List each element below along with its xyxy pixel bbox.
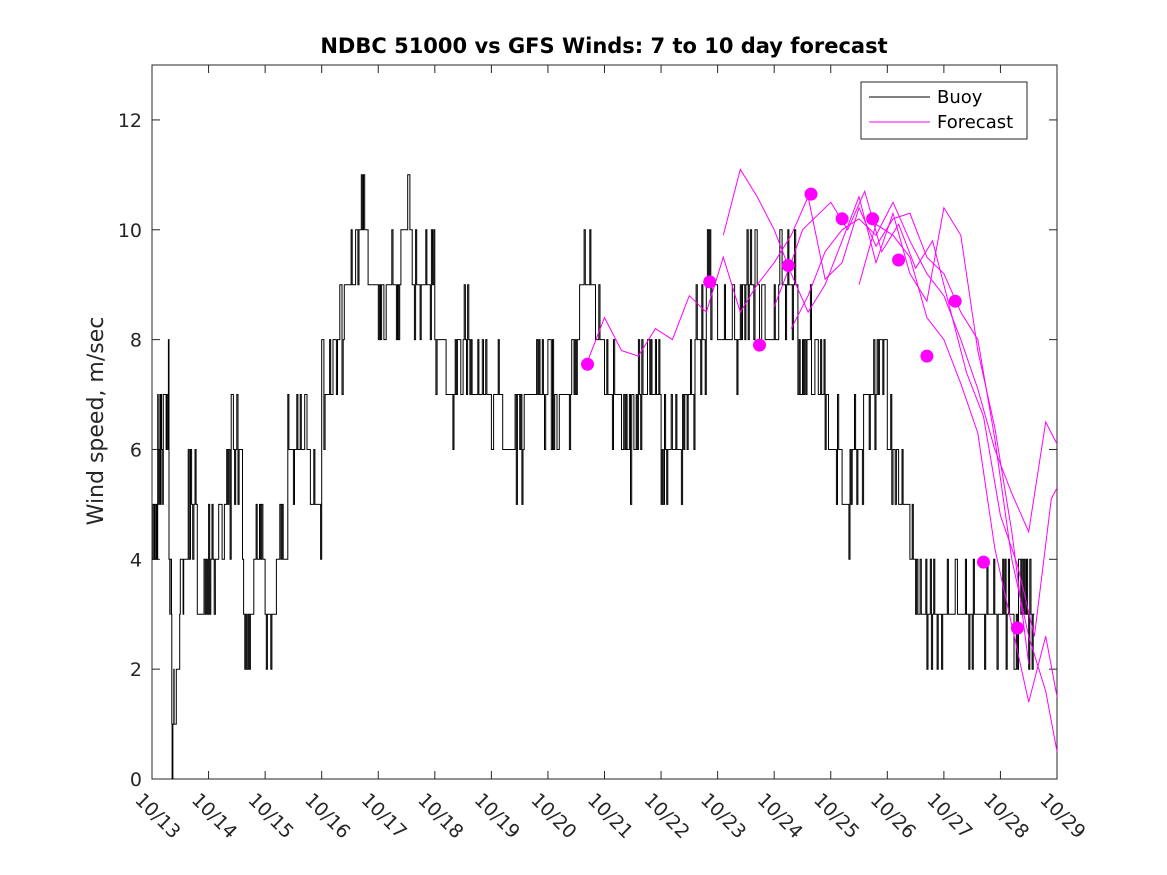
x-tick-label: 10/15	[244, 789, 298, 843]
forecast-marker	[703, 275, 717, 289]
forecast-line-4	[722, 168, 1030, 664]
forecast-line	[587, 195, 1058, 752]
forecast-marker	[920, 349, 934, 363]
legend-buoy-label: Buoy	[937, 87, 983, 108]
forecast-marker	[977, 555, 990, 569]
x-tick-label: 10/26	[866, 789, 920, 843]
x-tick-label: 10/16	[300, 789, 354, 843]
legend: Buoy Forecast	[860, 81, 1028, 140]
x-tick-label: 10/13	[130, 789, 184, 843]
x-tick-label: 10/14	[187, 789, 241, 843]
x-tick-label: 10/25	[809, 789, 863, 843]
y-tick-label: 8	[130, 330, 142, 352]
y-tick-label: 0	[130, 769, 142, 791]
forecast-marker	[753, 338, 766, 352]
x-tick-label: 10/28	[979, 789, 1033, 843]
buoy-line	[152, 174, 1035, 780]
x-tick-label: 10/19	[470, 789, 524, 843]
forecast-marker	[866, 212, 880, 226]
y-tick-label: 2	[130, 659, 142, 681]
x-tick-label: 10/23	[696, 789, 750, 843]
forecast-marker	[892, 253, 906, 267]
forecast-marker	[581, 357, 594, 371]
x-tick-label: 10/18	[413, 789, 467, 843]
forecast-marker	[948, 294, 962, 308]
forecast-marker	[1010, 621, 1024, 635]
x-tick-label: 10/27	[922, 789, 976, 843]
x-tick-label: 10/21	[583, 789, 637, 843]
buoy-series	[152, 174, 1035, 780]
plot-area	[151, 64, 1058, 780]
x-tick-label: 10/22	[640, 789, 694, 843]
y-tick-label: 12	[118, 110, 142, 132]
x-tick-label: 10/17	[357, 789, 411, 843]
legend-forecast-label: Forecast	[937, 112, 1013, 133]
y-tick-label: 4	[130, 549, 142, 571]
forecast-marker	[804, 187, 818, 201]
y-axis-label: Wind speed, m/sec	[84, 317, 109, 526]
x-tick-label: 10/20	[526, 789, 580, 843]
y-tick-label: 10	[118, 220, 142, 242]
y-tick-label: 6	[130, 439, 142, 461]
forecast-series	[587, 168, 1058, 752]
forecast-markers	[581, 187, 1024, 635]
forecast-marker	[781, 259, 795, 272]
forecast-marker	[835, 212, 849, 226]
x-tick-label: 10/29	[1035, 789, 1089, 843]
y-ticks: 0 2 4 6 8 10 12	[118, 110, 1057, 791]
forecast-line-3	[790, 201, 1058, 534]
chart-title: NDBC 51000 vs GFS Winds: 7 to 10 day for…	[320, 34, 887, 58]
forecast-line-2	[773, 189, 1058, 637]
x-tick-label: 10/24	[753, 789, 807, 843]
forecast-line-5	[858, 223, 1058, 703]
legend-box	[860, 81, 1028, 140]
